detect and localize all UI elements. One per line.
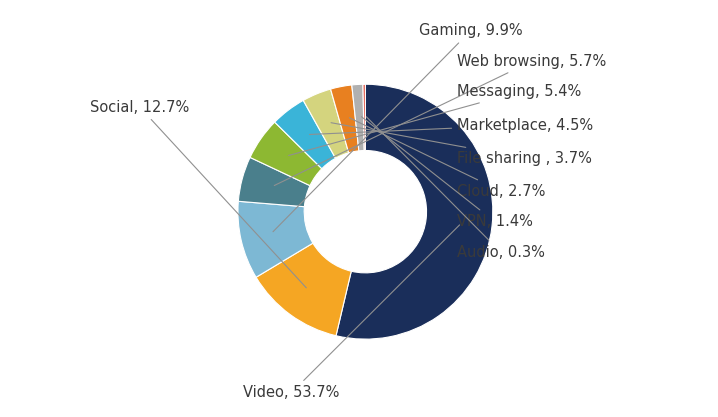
- Text: Audio, 0.3%: Audio, 0.3%: [366, 117, 545, 260]
- Text: File sharing , 3.7%: File sharing , 3.7%: [331, 123, 592, 166]
- Wedge shape: [330, 85, 359, 153]
- Wedge shape: [303, 89, 349, 158]
- Wedge shape: [363, 84, 365, 151]
- Wedge shape: [250, 122, 322, 186]
- Wedge shape: [336, 84, 493, 339]
- Text: Video, 53.7%: Video, 53.7%: [243, 225, 460, 400]
- Wedge shape: [238, 201, 313, 277]
- Text: Messaging, 5.4%: Messaging, 5.4%: [289, 84, 582, 156]
- Text: Web browsing, 5.7%: Web browsing, 5.7%: [274, 54, 607, 186]
- Text: Cloud, 2.7%: Cloud, 2.7%: [350, 118, 546, 199]
- Text: Gaming, 9.9%: Gaming, 9.9%: [273, 23, 523, 232]
- Wedge shape: [352, 84, 364, 151]
- Text: Marketplace, 4.5%: Marketplace, 4.5%: [309, 118, 593, 134]
- Text: Social, 12.7%: Social, 12.7%: [90, 100, 307, 288]
- Wedge shape: [238, 158, 310, 207]
- Wedge shape: [256, 243, 351, 336]
- Wedge shape: [275, 100, 335, 169]
- Text: VPN, 1.4%: VPN, 1.4%: [361, 117, 533, 229]
